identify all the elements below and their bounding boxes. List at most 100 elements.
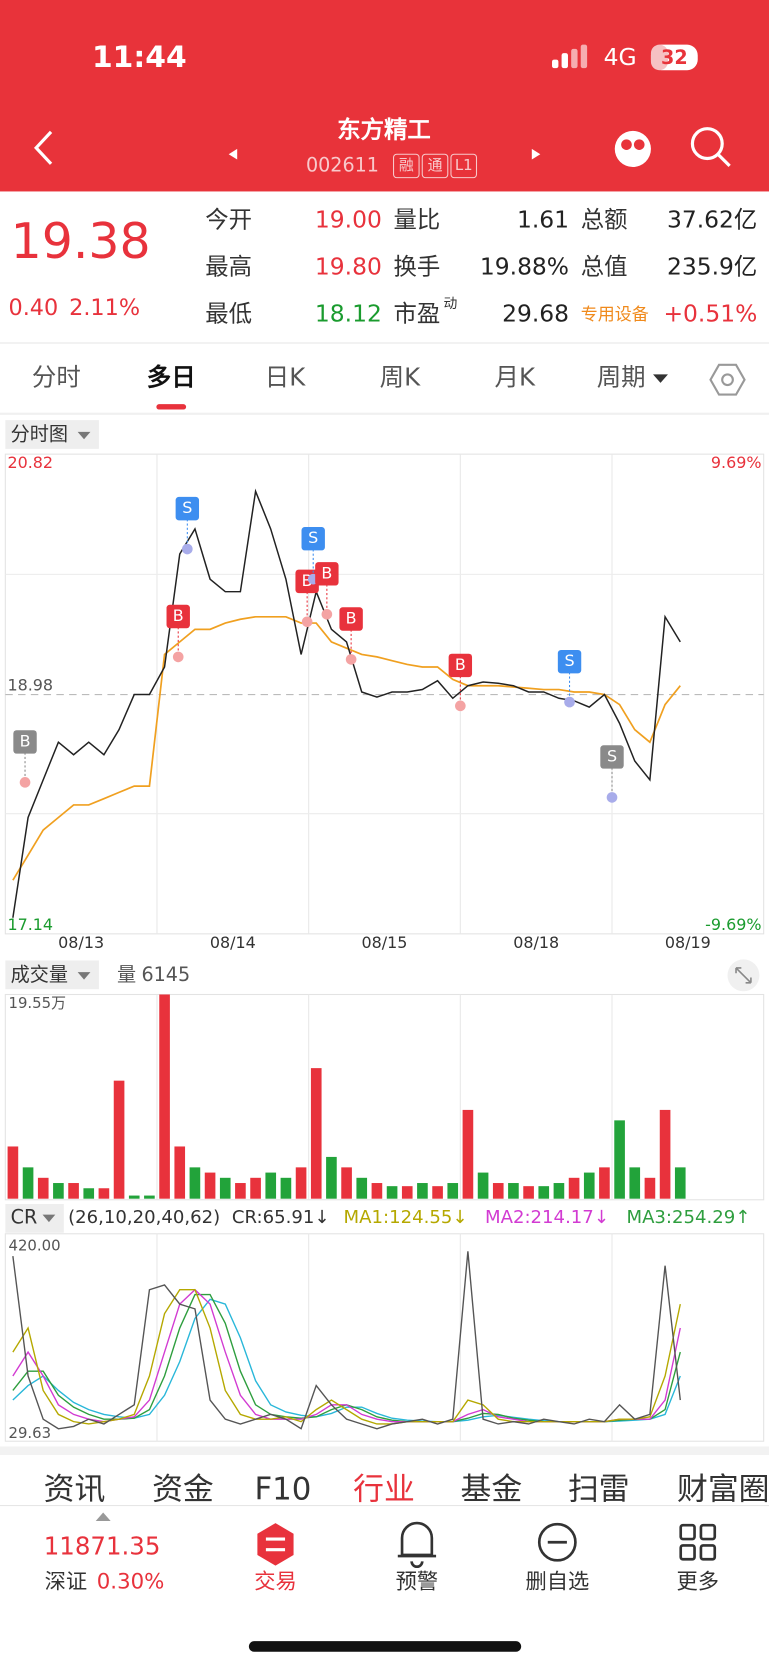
mascot-icon[interactable] — [614, 130, 651, 167]
marker-label: B — [455, 655, 466, 674]
dropdown-arrow — [653, 374, 668, 383]
volume-bar — [447, 1183, 459, 1199]
cr-title: CR — [11, 1205, 38, 1228]
field-value: 235.9亿 — [667, 253, 757, 281]
volume-bar — [583, 1172, 595, 1199]
x-tick-label: 08/15 — [362, 933, 408, 952]
tag: 通 — [428, 156, 443, 174]
volume-bar — [295, 1167, 307, 1199]
field-label: 市盈 — [394, 299, 441, 327]
volume-bar — [492, 1183, 504, 1199]
marker-label: B — [302, 571, 313, 590]
tab[interactable]: 周K — [380, 363, 421, 392]
settings-icon[interactable] — [709, 363, 746, 396]
nav-button[interactable]: 交易 — [254, 1570, 297, 1595]
tab[interactable]: 日K — [265, 363, 306, 392]
trade-icon[interactable] — [257, 1523, 294, 1566]
tab[interactable]: 分时 — [32, 363, 81, 392]
bottom-tab[interactable]: 扫雷 — [568, 1472, 630, 1508]
divider — [0, 342, 769, 344]
volume-bar — [113, 1080, 125, 1199]
expand-button[interactable] — [727, 959, 760, 992]
volume-bar — [508, 1183, 519, 1199]
volume-bar — [538, 1186, 550, 1199]
marker-label: B — [20, 731, 31, 750]
cr-legend: MA3:254.29↑ — [626, 1207, 750, 1228]
tab[interactable]: 多日 — [147, 363, 196, 392]
stock-code: 002611 — [306, 153, 379, 176]
search-icon[interactable] — [690, 127, 731, 168]
cr-line — [12, 1288, 681, 1423]
marker-dot — [301, 616, 313, 628]
volume-bar — [356, 1177, 368, 1199]
cr-line — [12, 1298, 681, 1423]
volume-current-label: 量 — [117, 963, 136, 986]
volume-bar — [204, 1172, 216, 1199]
x-tick-label: 08/14 — [210, 933, 256, 952]
index-value: 11871.35 — [44, 1532, 161, 1561]
field-label: 专用设备 — [581, 305, 649, 325]
caret — [95, 1512, 111, 1521]
field-sup: 动 — [444, 296, 458, 312]
x-tick-label: 08/18 — [513, 933, 559, 952]
bottom-tab[interactable]: 基金 — [461, 1472, 523, 1508]
marker-box — [448, 653, 473, 678]
volume-bar — [644, 1177, 656, 1199]
remove-icon[interactable] — [537, 1522, 577, 1562]
network: 4G — [604, 43, 637, 71]
volume-bar — [523, 1186, 534, 1199]
divider — [0, 1446, 769, 1456]
nav-button[interactable]: 更多 — [676, 1570, 719, 1595]
next-stock[interactable] — [531, 148, 541, 160]
divider — [0, 412, 769, 415]
bottom-tab[interactable]: 资金 — [152, 1472, 214, 1508]
bottom-tab[interactable]: 资讯 — [44, 1472, 106, 1508]
marker-box — [315, 562, 339, 586]
y-tick-label: 19.55万 — [9, 994, 66, 1012]
tab[interactable]: 月K — [495, 363, 536, 392]
marker-label: B — [346, 609, 357, 628]
signal — [552, 44, 588, 69]
tab[interactable]: 周期 — [597, 363, 646, 392]
volume-bar — [599, 1167, 610, 1199]
prev-stock[interactable] — [228, 148, 238, 160]
more-icon[interactable] — [679, 1523, 717, 1561]
nav-button[interactable]: 预警 — [396, 1570, 439, 1595]
indicator-select[interactable] — [5, 1204, 64, 1233]
volume-bar — [401, 1186, 413, 1199]
volume-bar — [98, 1188, 110, 1199]
volume-bar — [386, 1186, 398, 1199]
marker-dot — [19, 777, 31, 788]
field-label: 量比 — [394, 206, 441, 234]
bottom-tab[interactable]: 行业 — [353, 1472, 415, 1508]
y-tick-label: 29.63 — [9, 1424, 52, 1442]
bottom-tab[interactable]: F10 — [254, 1472, 311, 1508]
volume-bar — [128, 1195, 140, 1199]
volume-bar — [674, 1167, 686, 1199]
field-value: 19.88% — [480, 253, 569, 281]
field-value: +0.51% — [663, 299, 757, 327]
alert-icon[interactable] — [397, 1521, 437, 1568]
divider — [0, 1505, 769, 1507]
y2-tick-label: 9.69% — [711, 453, 762, 472]
volume-bar — [265, 1172, 277, 1199]
field-label: 总额 — [581, 206, 628, 234]
marker-box — [600, 745, 624, 769]
back-button[interactable] — [33, 130, 53, 165]
marker-box — [166, 604, 190, 629]
volume-bar — [235, 1183, 246, 1199]
field-value: 29.68 — [502, 299, 569, 327]
field-value: 19.00 — [315, 206, 382, 234]
volume-bar — [371, 1183, 383, 1199]
bottom-tab[interactable]: 财富圈 — [677, 1472, 769, 1508]
tag: L1 — [455, 156, 473, 174]
nav-button[interactable]: 删自选 — [525, 1570, 589, 1595]
volume-bar — [219, 1177, 231, 1199]
cr-legend: CR:65.91↓ — [232, 1207, 330, 1228]
marker-dot — [321, 608, 333, 620]
volume-bar — [659, 1109, 671, 1199]
header-bg — [0, 0, 769, 192]
field-value: 18.12 — [315, 299, 382, 327]
